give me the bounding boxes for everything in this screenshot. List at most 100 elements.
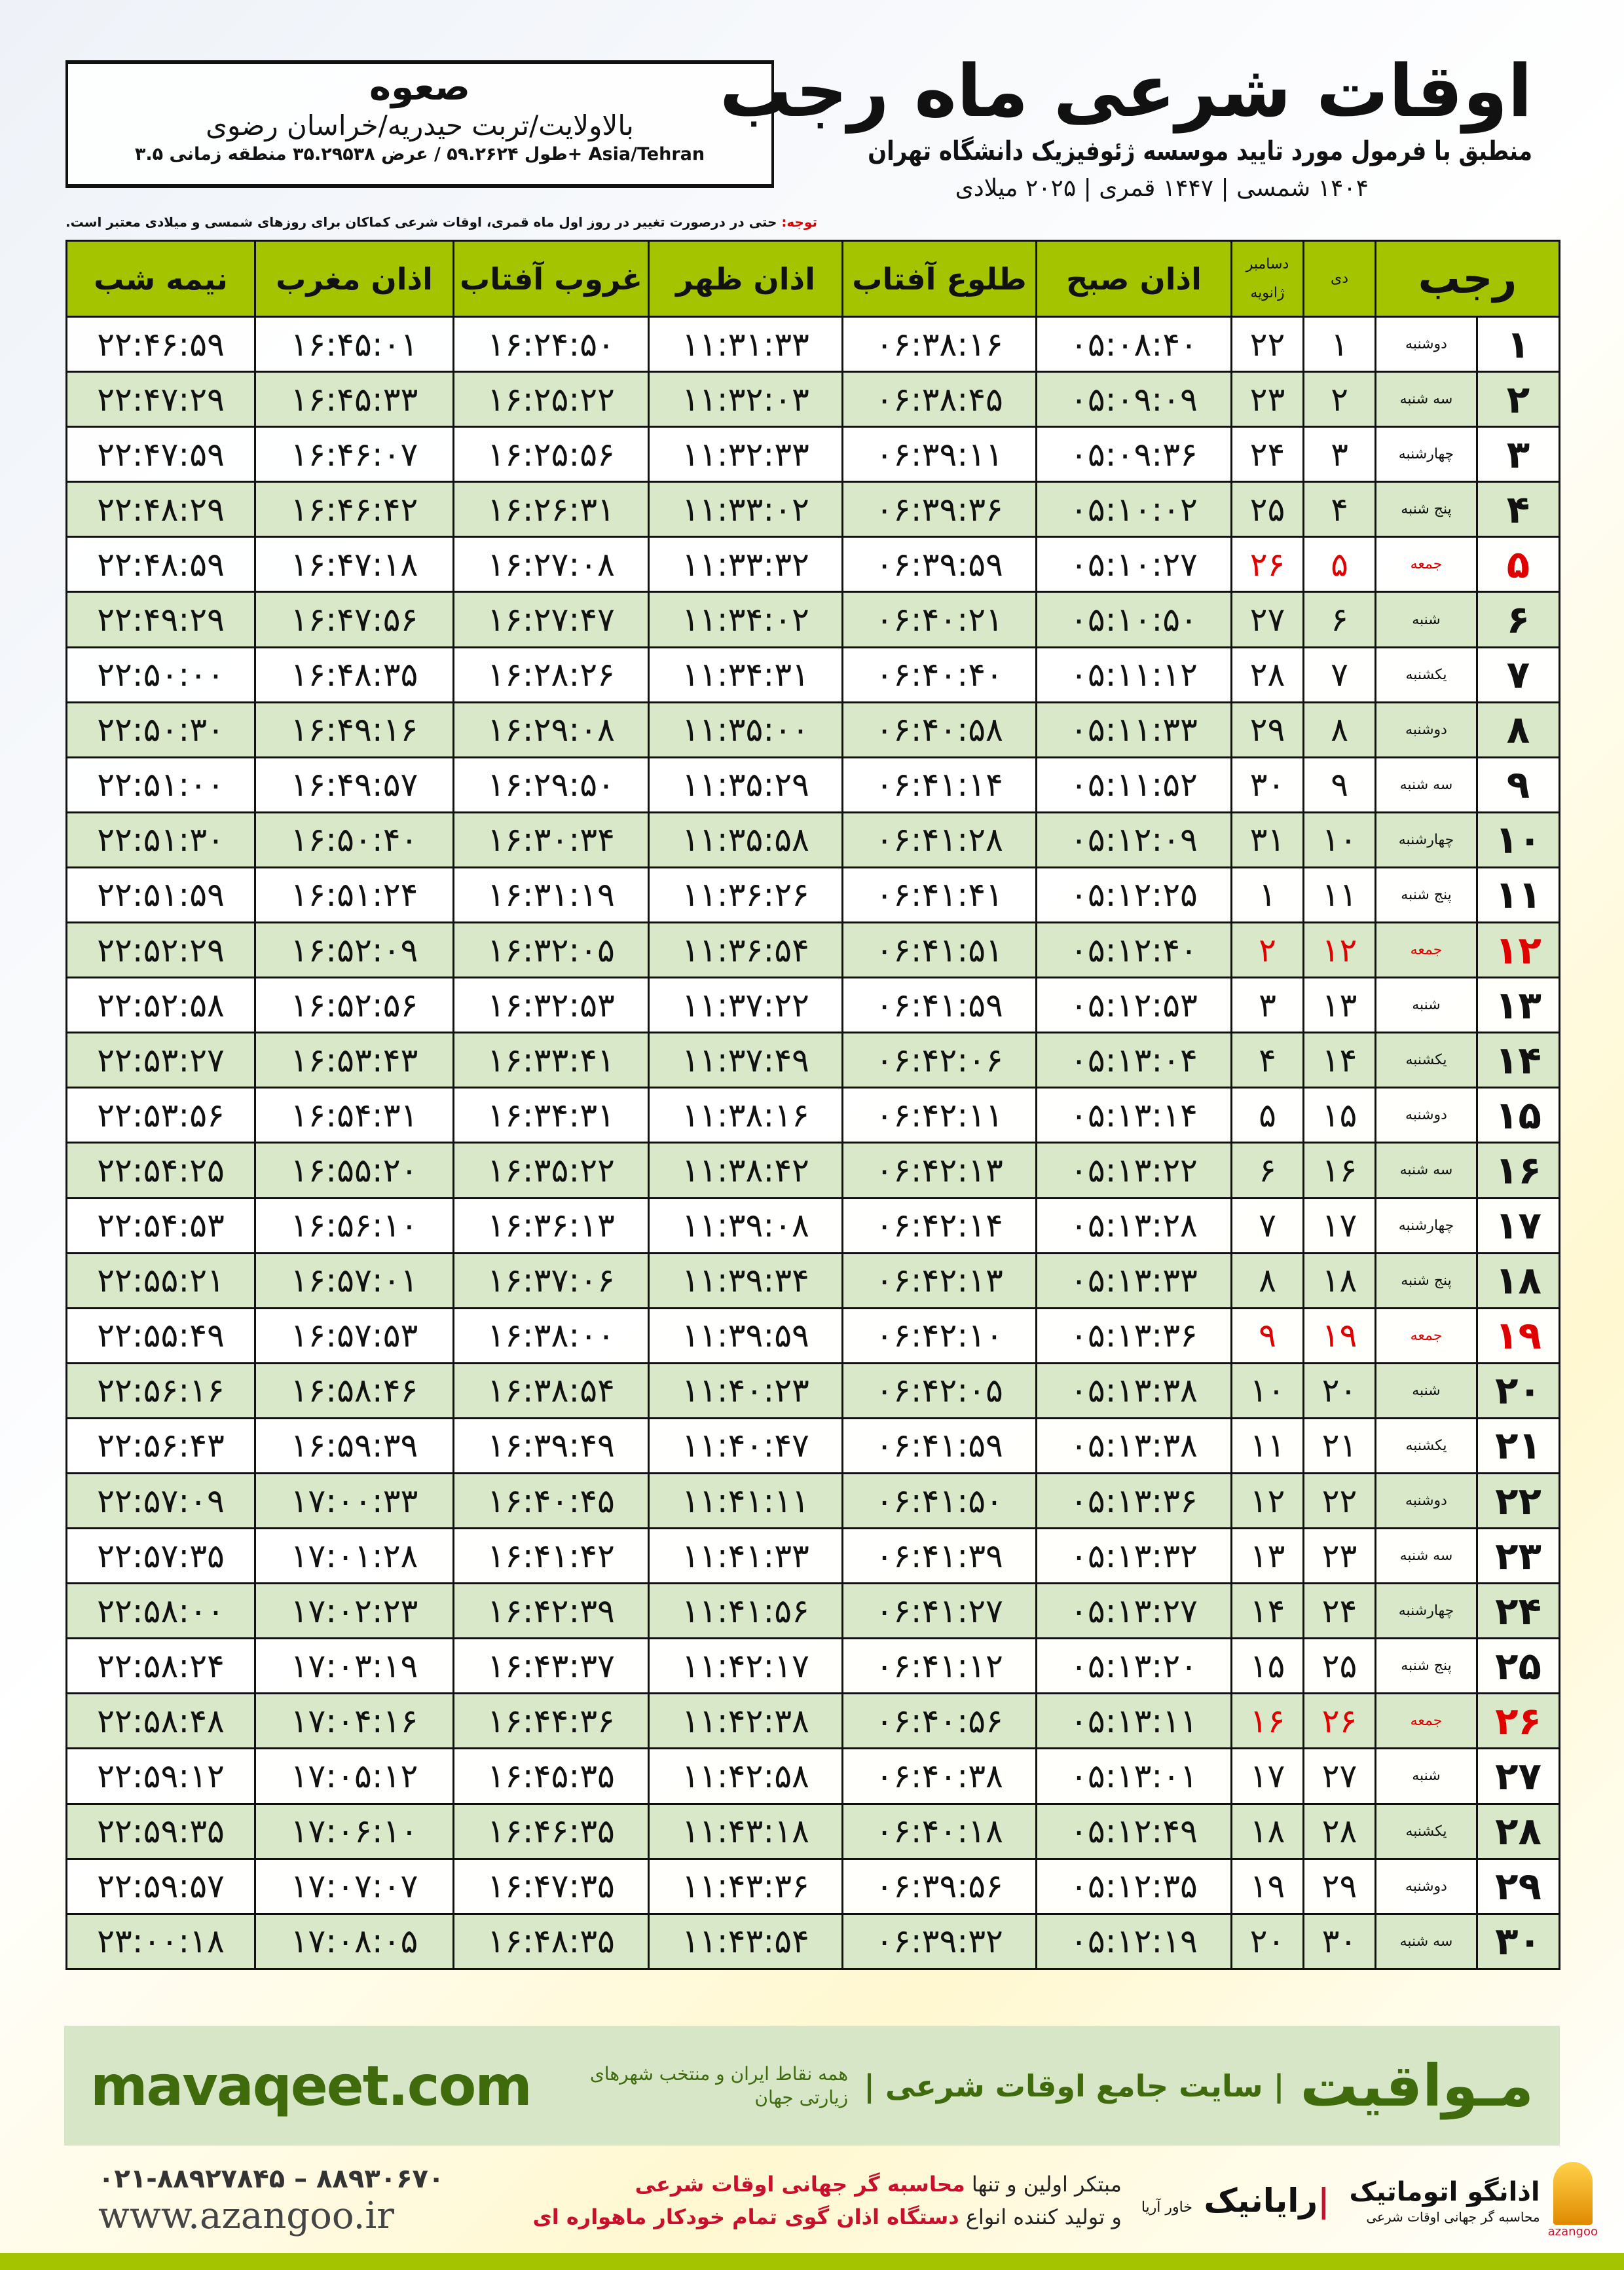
sunrise-cell: ۰۶:۳۸:۱۶ [841,315,1037,373]
table-row: ۲۵ پنج شنبه ۲۵ ۱۵ ۰۵:۱۳:۲۰ ۰۶:۴۱:۱۲ ۱۱:۴۲:۱۷ ۱۶… [65,1637,1560,1695]
table-row: ۴ پنج شنبه ۴ ۲۵ ۰۵:۱۰:۰۲ ۰۶:۳۹:۳۶ ۱۱:۳۳:۰۲ ۱۶:۲… [65,481,1560,538]
header-midnight: نیمه شب [65,240,256,318]
sunset-cell: ۱۶:۲۴:۵۰ [452,315,650,373]
mavaqeet-logo: مـواقیت [1300,2052,1534,2119]
dhuhr-cell: ۱۱:۳۹:۵۹ [648,1307,843,1364]
location-path: بالاولایت/تربت حیدریه/خراسان رضوی [206,109,634,141]
rajab-day-cell: ۲۱ [1476,1417,1560,1474]
table-row: ۱۲ جمعه ۱۲ ۲ ۰۵:۱۲:۴۰ ۰۶:۴۱:۵۱ ۱۱:۳۶:۵۴ ۱۶:۳۲:۰… [65,921,1560,979]
midnight-cell: ۲۲:۵۲:۲۹ [65,921,256,979]
sunset-cell: ۱۶:۴۷:۳۵ [452,1857,650,1915]
gregorian-day-cell: ۷ [1230,1197,1304,1254]
rajab-day-cell: ۲۰ [1476,1362,1560,1419]
header-sunset: غروب آفتاب [452,240,650,318]
sunset-cell: ۱۶:۳۴:۳۱ [452,1087,650,1144]
rajab-day-cell: ۱۰ [1476,811,1560,868]
midnight-cell: ۲۲:۵۶:۴۳ [65,1417,256,1474]
fajr-cell: ۰۵:۱۳:۰۱ [1035,1747,1232,1805]
sunrise-cell: ۰۶:۴۱:۱۲ [841,1637,1037,1695]
gregorian-day-cell: ۱۸ [1230,1802,1304,1860]
rajab-day-cell: ۱ [1476,315,1560,373]
gregorian-day-cell: ۲۲ [1230,315,1304,373]
gregorian-day-cell: ۲ [1230,921,1304,979]
dhuhr-cell: ۱۱:۳۵:۵۸ [648,811,843,868]
maghrib-cell: ۱۶:۴۹:۵۷ [254,756,454,813]
table-row: ۱ دوشنبه ۱ ۲۲ ۰۵:۰۸:۴۰ ۰۶:۳۸:۱۶ ۱۱:۳۱:۳۳ ۱۶:۲۴:… [65,315,1560,373]
gregorian-day-cell: ۱۴ [1230,1582,1304,1640]
rajab-day-cell: ۷ [1476,646,1560,703]
weekday-cell: جمعه [1375,1307,1478,1364]
dome-icon [1553,2162,1593,2225]
table-row: ۳ چهارشنبه ۳ ۲۴ ۰۵:۰۹:۳۶ ۰۶:۳۹:۱۱ ۱۱:۳۲:۳۳ ۱۶:۲… [65,426,1560,483]
dey-day-cell: ۲۱ [1302,1417,1376,1474]
note: توجه: حتی در درصورت تغییر در روز اول ماه… [65,214,817,231]
midnight-cell: ۲۲:۵۷:۰۹ [65,1472,256,1530]
dhuhr-cell: ۱۱:۳۶:۲۶ [648,866,843,924]
table-row: ۶ شنبه ۶ ۲۷ ۰۵:۱۰:۵۰ ۰۶:۴۰:۲۱ ۱۱:۳۴:۰۲ ۱۶:۲۷:۴۷… [65,591,1560,648]
dhuhr-cell: ۱۱:۴۲:۱۷ [648,1637,843,1695]
sunrise-cell: ۰۶:۴۲:۰۵ [841,1362,1037,1419]
maghrib-cell: ۱۶:۵۸:۴۶ [254,1362,454,1419]
dey-day-cell: ۲۳ [1302,1527,1376,1585]
rajab-day-cell: ۱۸ [1476,1252,1560,1309]
weekday-cell: یکشنبه [1375,646,1478,703]
header-fajr: اذان صبح [1035,240,1232,318]
rajab-day-cell: ۱۱ [1476,866,1560,924]
maghrib-cell: ۱۶:۴۸:۳۵ [254,646,454,703]
sunrise-cell: ۰۶:۴۲:۰۶ [841,1032,1037,1089]
sunrise-cell: ۰۶:۳۹:۱۱ [841,426,1037,483]
gregorian-day-cell: ۱۰ [1230,1362,1304,1419]
gregorian-day-cell: ۸ [1230,1252,1304,1309]
sunrise-cell: ۰۶:۴۰:۵۸ [841,701,1037,758]
dhuhr-cell: ۱۱:۳۱:۳۳ [648,315,843,373]
maghrib-cell: ۱۶:۵۳:۴۳ [254,1032,454,1089]
sunrise-cell: ۰۶:۴۱:۲۷ [841,1582,1037,1640]
fajr-cell: ۰۵:۱۳:۱۱ [1035,1692,1232,1750]
header-dhuhr: اذان ظهر [648,240,843,318]
rayanik-name: رایانیک [1204,2182,1318,2220]
dey-day-cell: ۱۳ [1302,977,1376,1034]
rajab-day-cell: ۴ [1476,481,1560,538]
weekday-cell: دوشنبه [1375,1857,1478,1915]
gregorian-day-cell: ۳۰ [1230,756,1304,813]
fajr-cell: ۰۵:۱۳:۳۸ [1035,1417,1232,1474]
dey-day-cell: ۲ [1302,371,1376,428]
gregorian-day-cell: ۶ [1230,1142,1304,1199]
table-row: ۱۹ جمعه ۱۹ ۹ ۰۵:۱۳:۳۶ ۰۶:۴۲:۱۰ ۱۱:۳۹:۵۹ ۱۶:۳۸:۰… [65,1307,1560,1364]
midnight-cell: ۲۲:۴۷:۲۹ [65,371,256,428]
sunset-cell: ۱۶:۳۵:۲۲ [452,1142,650,1199]
rajab-day-cell: ۱۹ [1476,1307,1560,1364]
rajab-day-cell: ۲۹ [1476,1857,1560,1915]
midnight-cell: ۲۲:۵۹:۵۷ [65,1857,256,1915]
table-row: ۱۰ چهارشنبه ۱۰ ۳۱ ۰۵:۱۲:۰۹ ۰۶:۴۱:۲۸ ۱۱:۳۵:۵۸ ۱۶… [65,811,1560,868]
dey-day-cell: ۲۵ [1302,1637,1376,1695]
sunrise-cell: ۰۶:۳۸:۴۵ [841,371,1037,428]
dey-day-cell: ۳۰ [1302,1912,1376,1970]
maghrib-cell: ۱۷:۰۰:۳۳ [254,1472,454,1530]
dey-day-cell: ۱۱ [1302,866,1376,924]
table-row: ۲ سه شنبه ۲ ۲۳ ۰۵:۰۹:۰۹ ۰۶:۳۸:۴۵ ۱۱:۳۲:۰۳ ۱۶:۲۵… [65,371,1560,428]
weekday-cell: یکشنبه [1375,1417,1478,1474]
azangoo-name: اذانگو اتوماتیک [1349,2177,1540,2207]
dhuhr-cell: ۱۱:۳۹:۳۴ [648,1252,843,1309]
table-row: ۲۶ جمعه ۲۶ ۱۶ ۰۵:۱۳:۱۱ ۰۶:۴۰:۵۶ ۱۱:۴۲:۳۸ ۱۶:۴۴:… [65,1692,1560,1750]
maghrib-cell: ۱۶:۵۴:۳۱ [254,1087,454,1144]
azangoo-url[interactable]: www.azangoo.ir [98,2195,395,2237]
sunset-cell: ۱۶:۴۴:۳۶ [452,1692,650,1750]
sunrise-cell: ۰۶:۴۰:۴۰ [841,646,1037,703]
sunset-cell: ۱۶:۳۱:۱۹ [452,866,650,924]
gregorian-day-cell: ۲۶ [1230,536,1304,593]
dhuhr-cell: ۱۱:۳۲:۳۳ [648,426,843,483]
dey-day-cell: ۵ [1302,536,1376,593]
weekday-cell: جمعه [1375,1692,1478,1750]
sunrise-cell: ۰۶:۴۱:۴۱ [841,866,1037,924]
sunset-cell: ۱۶:۳۲:۵۳ [452,977,650,1034]
prayer-times-table: رجب دی دسامبر ژانویه اذان صبح طلوع آفتاب … [65,240,1560,1970]
mavaqeet-url[interactable]: mavaqeet.com [90,2053,532,2118]
weekday-cell: چهارشنبه [1375,426,1478,483]
fajr-cell: ۰۵:۱۱:۳۳ [1035,701,1232,758]
weekday-cell: چهارشنبه [1375,1197,1478,1254]
midnight-cell: ۲۲:۵۱:۵۹ [65,866,256,924]
weekday-cell: شنبه [1375,1362,1478,1419]
weekday-cell: سه شنبه [1375,1142,1478,1199]
